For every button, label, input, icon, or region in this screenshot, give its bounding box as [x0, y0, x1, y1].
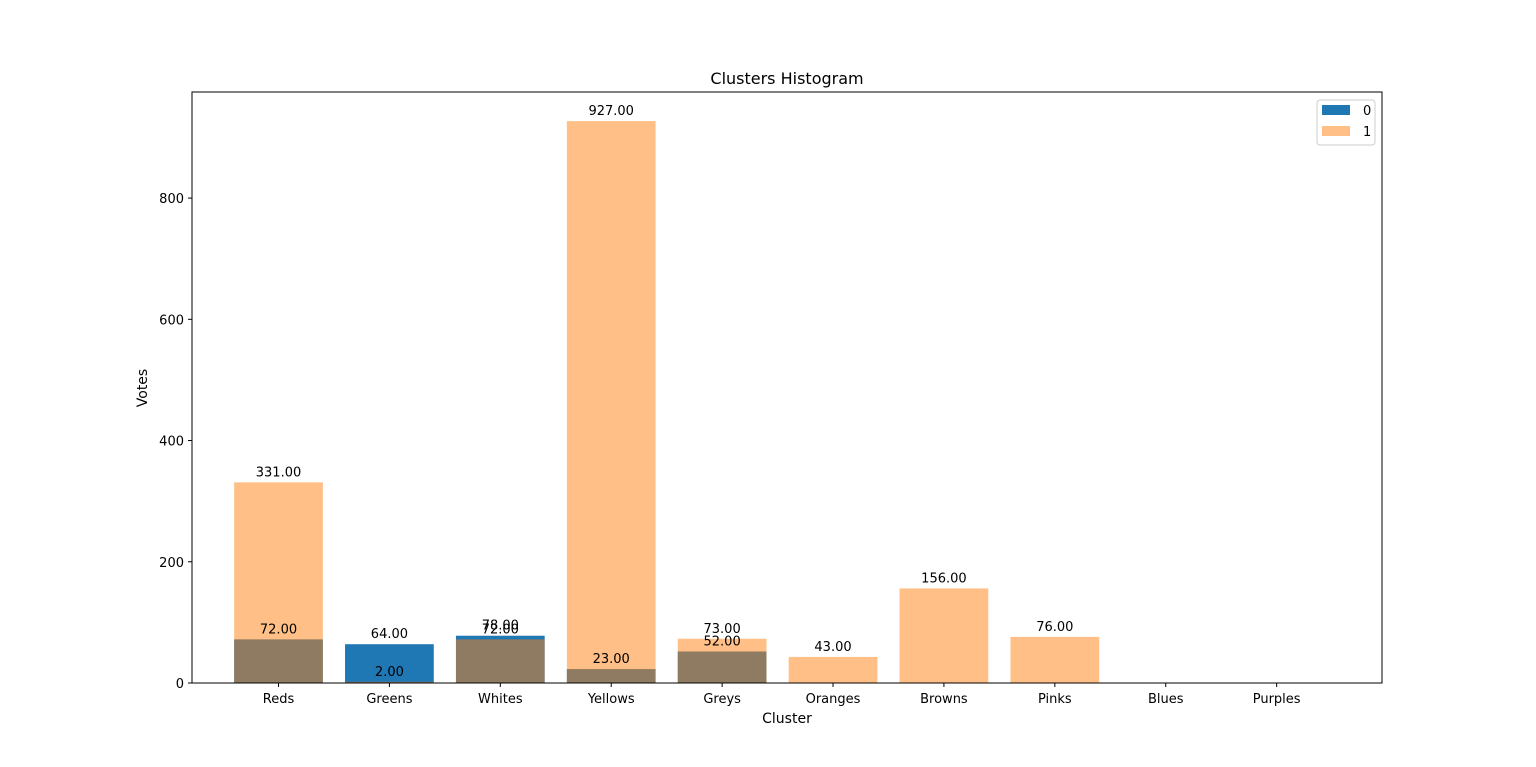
bar-series-1-greens: [345, 681, 434, 683]
bar-series-1-oranges: [788, 656, 878, 683]
plot-border: [191, 91, 1383, 684]
bar-series-1-reds: [234, 482, 323, 683]
chart-title: Clusters Histogram: [710, 69, 863, 88]
bar-value-label: 927.00: [588, 104, 634, 119]
bar-value-label: 64.00: [371, 627, 408, 642]
x-axis-label: Cluster: [762, 711, 812, 727]
chart-legend: 01: [1316, 99, 1376, 146]
x-axis-ticks: Reds Greens Whites Yellows Greys Oranges Brown…: [263, 683, 1301, 707]
bar-value-label: 72.00: [482, 622, 519, 637]
legend-swatch-0: [1322, 105, 1350, 115]
bar-labels-layer: 72.00 64.00 78.00 23.00 52.00 331.00 2.00 72.00…: [256, 104, 1074, 680]
bar-value-label: 2.00: [375, 665, 404, 680]
bar-series-1-browns: [899, 588, 989, 683]
bar-series-0-greens: [345, 644, 434, 683]
bar-series-1-greys: [677, 638, 767, 683]
legend-swatch-1: [1322, 126, 1350, 136]
y-tick-label: 200: [159, 556, 184, 571]
bars-layer: [234, 121, 1100, 683]
x-tick-label: Oranges: [806, 692, 861, 707]
x-tick-label: Browns: [920, 692, 968, 707]
bar-series-1-pinks: [1010, 636, 1100, 683]
bar-value-label: 43.00: [814, 640, 851, 655]
bar-series-1-yellows: [566, 121, 656, 683]
x-tick-label: Blues: [1148, 692, 1184, 707]
legend-label-1: 1: [1363, 125, 1371, 140]
y-tick-label: 600: [159, 313, 184, 328]
x-tick-label: Pinks: [1038, 692, 1072, 707]
x-tick-label: Greys: [703, 692, 741, 707]
y-axis-label: Votes: [135, 369, 151, 407]
plot-area: 72.00 64.00 78.00 23.00 52.00 331.00 2.00 72.00…: [191, 91, 1383, 684]
bar-value-label: 331.00: [256, 465, 302, 480]
bar-value-label: 156.00: [921, 571, 967, 586]
x-tick-label: Reds: [263, 692, 295, 707]
x-tick-label: Greens: [366, 692, 412, 707]
bar-series-1-whites: [455, 639, 545, 683]
legend-label-0: 0: [1363, 104, 1371, 119]
bar-value-label: 76.00: [1036, 620, 1073, 635]
bar-value-label: 72.00: [260, 622, 297, 637]
bar-value-label: 23.00: [593, 652, 630, 667]
y-tick-label: 0: [176, 677, 184, 692]
plot-frame: [192, 92, 1382, 683]
x-tick-label: Yellows: [587, 692, 635, 707]
bar-value-label: 78.00: [482, 619, 519, 634]
x-tick-label: Whites: [478, 692, 523, 707]
y-axis-ticks: 0 200 400 600 800: [159, 192, 192, 692]
bar-value-label: 52.00: [704, 634, 741, 649]
x-tick-label: Purples: [1253, 692, 1301, 707]
y-tick-label: 400: [159, 435, 184, 450]
bar-value-label: 73.00: [704, 622, 741, 637]
y-tick-label: 800: [159, 192, 184, 207]
